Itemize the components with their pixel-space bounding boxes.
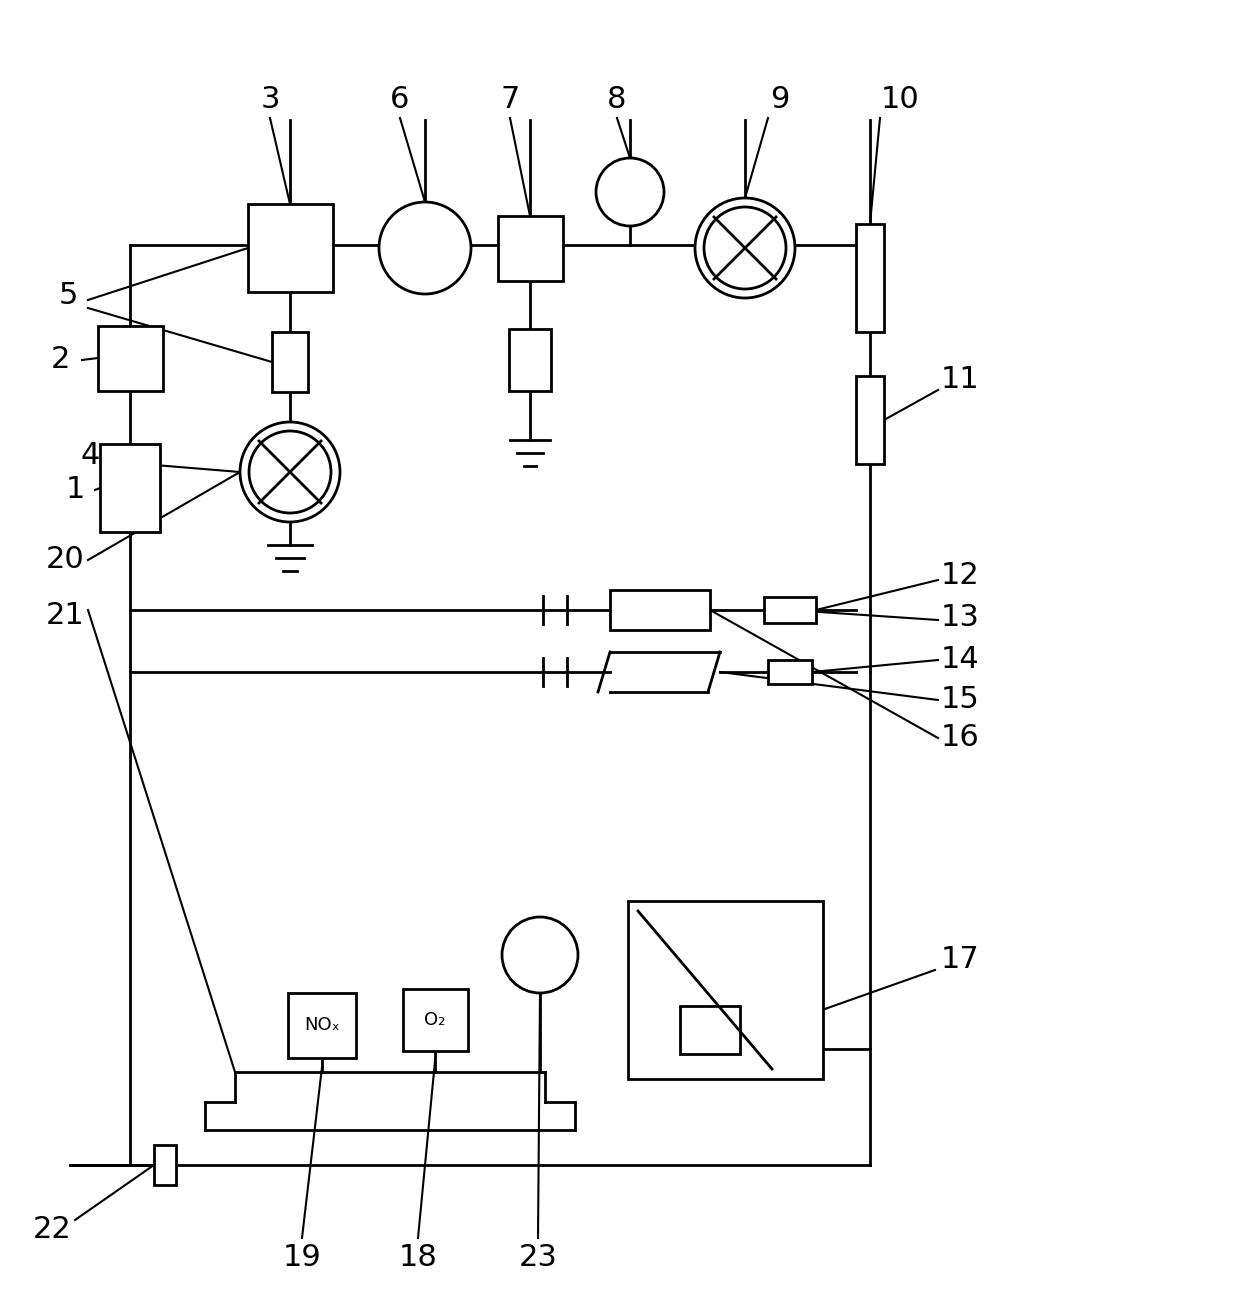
Text: 11: 11 <box>941 365 980 394</box>
Bar <box>497 215 563 281</box>
Bar <box>856 225 884 332</box>
Bar <box>764 597 816 622</box>
Bar <box>680 1006 740 1054</box>
Text: O₂: O₂ <box>424 1011 445 1029</box>
Bar <box>154 1145 176 1186</box>
Text: 22: 22 <box>32 1216 72 1245</box>
Text: 9: 9 <box>770 85 790 114</box>
Circle shape <box>502 916 578 993</box>
Bar <box>272 332 308 393</box>
Text: 16: 16 <box>941 723 980 752</box>
Text: 20: 20 <box>46 545 84 575</box>
Circle shape <box>704 207 786 289</box>
Text: 2: 2 <box>51 345 69 374</box>
Text: 4: 4 <box>81 440 99 470</box>
Text: 19: 19 <box>283 1243 321 1272</box>
Bar <box>856 376 884 463</box>
Text: 15: 15 <box>941 685 980 714</box>
Text: 1: 1 <box>66 475 84 504</box>
Circle shape <box>249 431 331 513</box>
Bar <box>768 660 812 684</box>
Text: 13: 13 <box>941 604 980 633</box>
Bar <box>508 330 551 391</box>
Text: 3: 3 <box>260 85 280 114</box>
Text: 18: 18 <box>398 1243 438 1272</box>
Text: 21: 21 <box>46 600 84 629</box>
Circle shape <box>241 421 340 523</box>
Bar <box>100 444 160 532</box>
Bar <box>610 590 711 630</box>
Bar <box>248 204 332 291</box>
Circle shape <box>694 198 795 298</box>
Text: 6: 6 <box>391 85 409 114</box>
Circle shape <box>379 202 471 294</box>
Text: NOₓ: NOₓ <box>304 1016 340 1035</box>
Bar <box>98 326 162 390</box>
Bar <box>403 989 467 1050</box>
Text: 8: 8 <box>608 85 626 114</box>
Text: 5: 5 <box>58 281 78 310</box>
Text: 12: 12 <box>941 561 980 590</box>
Text: 23: 23 <box>518 1243 558 1272</box>
Text: 7: 7 <box>500 85 520 114</box>
Bar <box>288 993 356 1057</box>
Circle shape <box>596 158 663 226</box>
Text: 10: 10 <box>880 85 919 114</box>
Text: 14: 14 <box>941 646 980 675</box>
Bar <box>627 901 822 1079</box>
Text: 17: 17 <box>941 945 980 974</box>
